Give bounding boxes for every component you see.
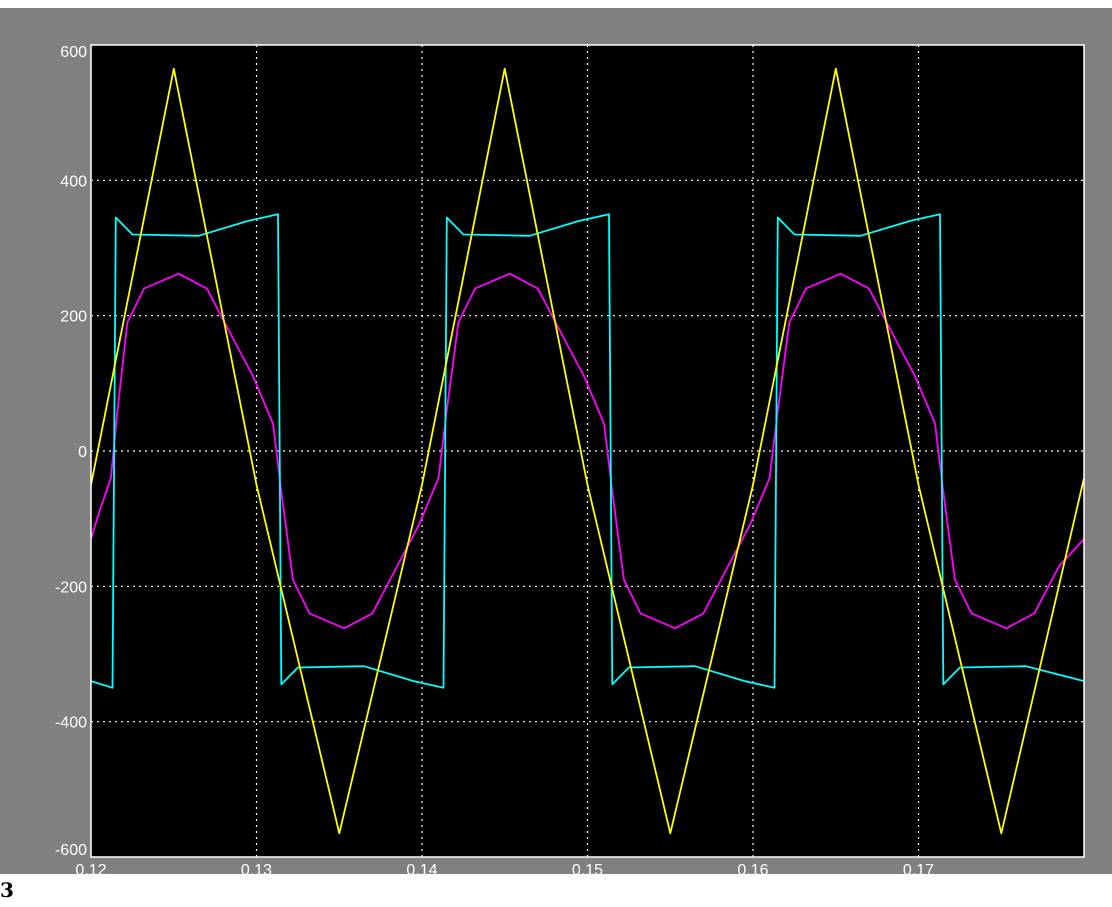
tick-labels: 0.12 0.13 0.14 0.15 0.16 0.17 -600 -400 -200 0 200… [55, 44, 934, 879]
y-tick-label: 600 [60, 44, 87, 61]
series-line-1 [90, 213, 1085, 689]
series-line-0 [90, 67, 1085, 835]
y-tick-label: 200 [60, 309, 87, 326]
series-line-2 [90, 272, 1085, 630]
x-tick-label: 0.13 [241, 862, 272, 879]
x-tick-label: 0.15 [572, 862, 603, 879]
x-tick-label: 0.12 [75, 862, 106, 879]
y-tick-label: -600 [55, 842, 87, 859]
y-tick-label: -400 [55, 715, 87, 732]
plot-area [91, 45, 1084, 857]
y-tick-label: 400 [60, 173, 87, 190]
x-tick-label: 0.17 [903, 862, 934, 879]
y-tick-label: -200 [55, 579, 87, 596]
figure-number-label: 3 [0, 878, 14, 902]
y-tick-label: 0 [78, 444, 87, 461]
x-tick-label: 0.16 [737, 862, 768, 879]
x-tick-label: 0.14 [406, 862, 437, 879]
series-layer [90, 67, 1085, 835]
plot-border [90, 44, 1085, 858]
